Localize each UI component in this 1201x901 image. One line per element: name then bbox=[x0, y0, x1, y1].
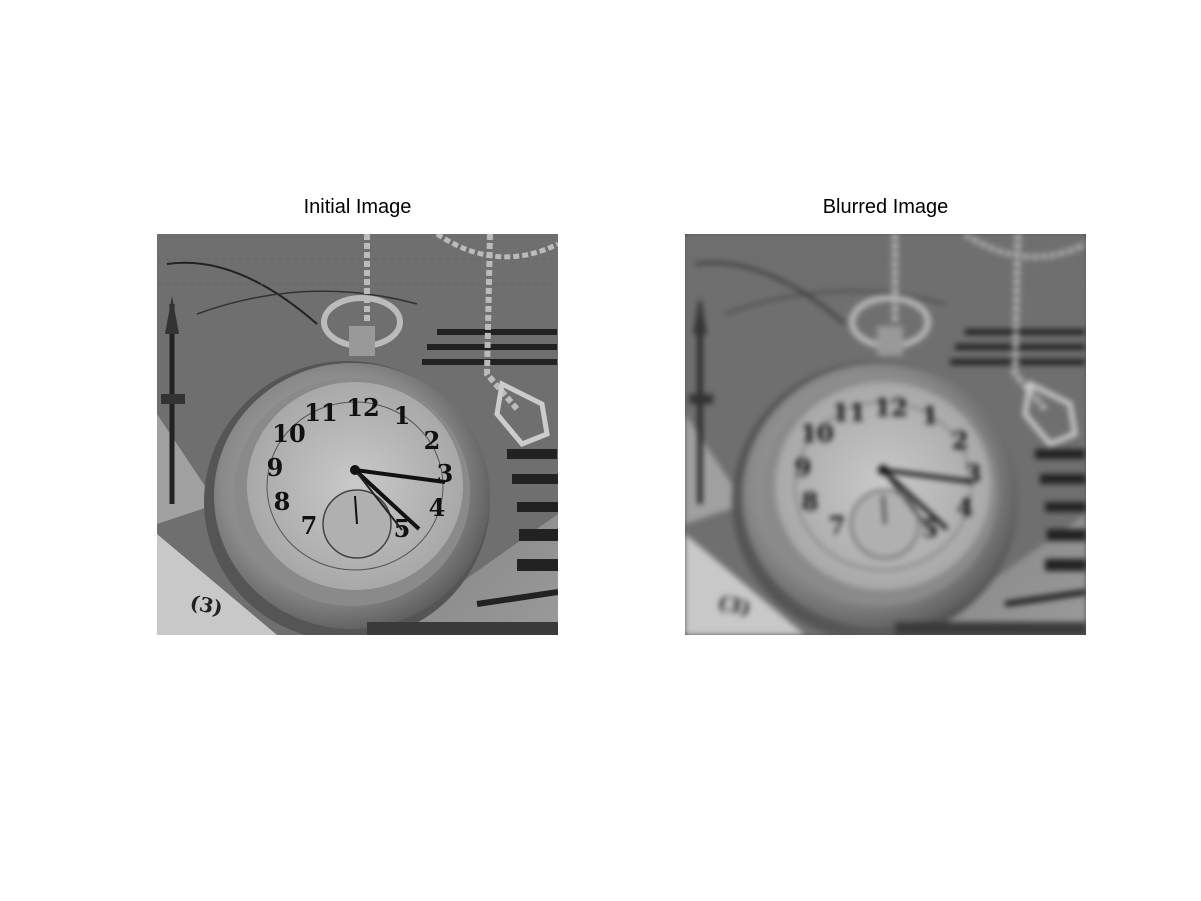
numeral-9: 9 bbox=[267, 453, 284, 482]
initial-image: 12 1 2 3 4 5 6 7 8 9 10 11 bbox=[157, 234, 558, 635]
numeral-10: 10 bbox=[272, 419, 305, 448]
initial-image-title: Initial Image bbox=[157, 196, 558, 219]
initial-panel: Initial Image bbox=[157, 196, 558, 636]
watch-photo-blurred bbox=[685, 234, 1086, 635]
numeral-8: 8 bbox=[274, 487, 291, 516]
numeral-4: 4 bbox=[429, 493, 446, 522]
numeral-3: 3 bbox=[437, 459, 454, 488]
numeral-12: 12 bbox=[346, 393, 379, 422]
numeral-7: 7 bbox=[301, 511, 318, 540]
numeral-1: 1 bbox=[394, 401, 411, 430]
numeral-11: 11 bbox=[304, 398, 337, 427]
blurred-image bbox=[685, 234, 1086, 635]
blurred-panel: Blurred Image bbox=[685, 196, 1086, 636]
numeral-2: 2 bbox=[424, 426, 441, 455]
watch-photo-sharp: 12 1 2 3 4 5 6 7 8 9 10 11 bbox=[157, 234, 558, 635]
blurred-image-title: Blurred Image bbox=[685, 196, 1086, 219]
